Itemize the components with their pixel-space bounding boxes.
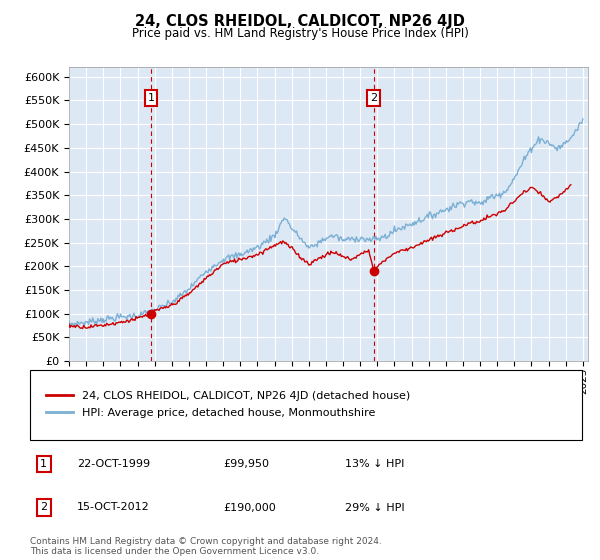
Text: 2: 2 bbox=[40, 502, 47, 512]
Text: £190,000: £190,000 bbox=[223, 502, 276, 512]
Text: 22-OCT-1999: 22-OCT-1999 bbox=[77, 459, 150, 469]
Text: 13% ↓ HPI: 13% ↓ HPI bbox=[344, 459, 404, 469]
FancyBboxPatch shape bbox=[30, 370, 582, 440]
Text: £99,950: £99,950 bbox=[223, 459, 269, 469]
Text: 1: 1 bbox=[148, 93, 155, 103]
Text: 24, CLOS RHEIDOL, CALDICOT, NP26 4JD: 24, CLOS RHEIDOL, CALDICOT, NP26 4JD bbox=[135, 14, 465, 29]
Text: 2: 2 bbox=[370, 93, 377, 103]
Text: 1: 1 bbox=[40, 459, 47, 469]
Text: Contains HM Land Registry data © Crown copyright and database right 2024.
This d: Contains HM Land Registry data © Crown c… bbox=[30, 537, 382, 556]
Text: 29% ↓ HPI: 29% ↓ HPI bbox=[344, 502, 404, 512]
Text: Price paid vs. HM Land Registry's House Price Index (HPI): Price paid vs. HM Land Registry's House … bbox=[131, 27, 469, 40]
Legend: 24, CLOS RHEIDOL, CALDICOT, NP26 4JD (detached house), HPI: Average price, detac: 24, CLOS RHEIDOL, CALDICOT, NP26 4JD (de… bbox=[41, 387, 415, 422]
Text: 15-OCT-2012: 15-OCT-2012 bbox=[77, 502, 149, 512]
